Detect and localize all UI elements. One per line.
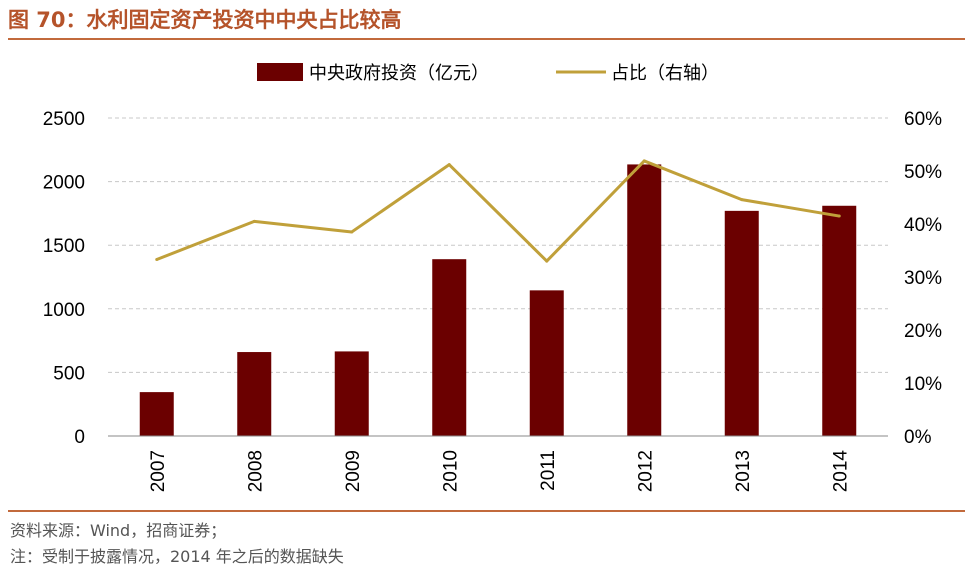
- y-tick-label: 0: [74, 427, 85, 448]
- y-tick-label: 2000: [43, 173, 85, 194]
- x-tick-label: 2014: [830, 450, 851, 493]
- line-series: [155, 159, 841, 263]
- share-line: [156, 159, 840, 263]
- x-tick-label: 2012: [635, 450, 656, 492]
- gridlines: [108, 117, 888, 373]
- data-note: 注：受制于披露情况，2014 年之后的数据缺失: [10, 547, 344, 566]
- x-tick-label: 2008: [245, 450, 266, 492]
- legend-bar-label: 中央政府投资（亿元）: [309, 63, 489, 84]
- x-tick-label: 2010: [440, 450, 461, 492]
- line-point-2008: [252, 219, 256, 223]
- x-tick-label: 2011: [538, 450, 559, 491]
- x-tick-label: 2009: [343, 450, 364, 492]
- y2-tick-label: 30%: [904, 268, 942, 289]
- y2-tick-label: 50%: [904, 162, 942, 183]
- bar-2013: [724, 210, 759, 436]
- bar-2008: [237, 352, 272, 436]
- x-tick-label: 2007: [148, 450, 169, 492]
- bar-2007: [139, 392, 174, 436]
- chart-title: 图 70：水利固定资产投资中中央占比较高: [8, 8, 402, 32]
- x-tick-label: 2013: [733, 450, 754, 492]
- y2-tick-label: 10%: [904, 374, 942, 395]
- bar-2010: [432, 259, 467, 436]
- y2-tick-label: 60%: [904, 109, 942, 130]
- y-tick-label: 1000: [43, 300, 85, 321]
- y2-tick-label: 20%: [904, 321, 942, 342]
- legend: 中央政府投资（亿元） 占比（右轴）: [257, 63, 719, 84]
- source-note: 资料来源：Wind，招商证券；: [10, 521, 227, 540]
- line-point-2012: [642, 159, 646, 163]
- y-tick-label: 1500: [43, 236, 85, 257]
- y-tick-label: 500: [53, 363, 85, 384]
- line-point-2013: [740, 198, 744, 202]
- line-point-2011: [545, 259, 549, 263]
- line-point-2014: [837, 214, 841, 218]
- y-tick-label: 2500: [43, 109, 85, 130]
- line-point-2007: [155, 258, 159, 262]
- bar-2011: [529, 290, 564, 436]
- line-point-2009: [350, 230, 354, 234]
- legend-bar-swatch: [257, 63, 303, 81]
- y2-tick-label: 0%: [904, 427, 932, 448]
- bar-2009: [334, 351, 369, 436]
- title-divider: [8, 38, 965, 40]
- bar-series: [139, 164, 857, 437]
- bar-2014: [822, 205, 857, 436]
- chart: 中央政府投资（亿元） 占比（右轴） 0 500 1000 1500 2000 2500 0% 1…: [43, 63, 942, 492]
- footer-divider: [8, 510, 965, 512]
- bar-2012: [627, 164, 662, 437]
- axes: 0 500 1000 1500 2000 2500 0% 10% 20% 30% 40% 50% 60%…: [43, 109, 942, 492]
- y2-tick-label: 40%: [904, 215, 942, 236]
- legend-line-label: 占比（右轴）: [611, 63, 719, 84]
- line-point-2010: [447, 163, 451, 167]
